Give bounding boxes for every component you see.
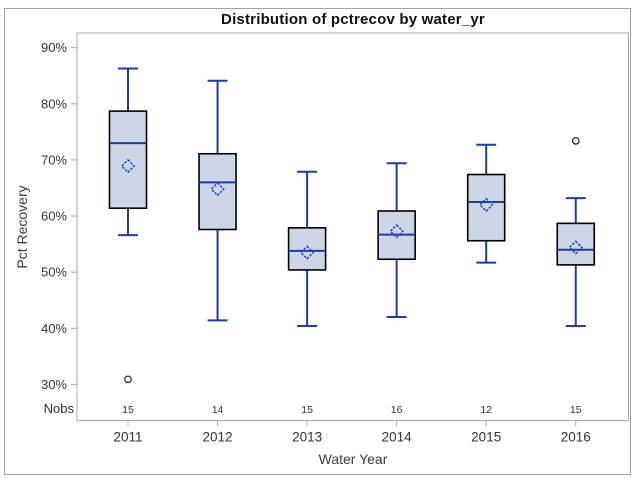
nobs-value: 15 — [301, 404, 313, 416]
nobs-value: 12 — [480, 404, 492, 416]
x-tick-label: 2012 — [203, 430, 233, 445]
x-tick-label: 2011 — [113, 430, 142, 445]
iqr-box — [287, 227, 327, 271]
y-tick-label: 80% — [41, 96, 67, 111]
y-tick-label: 50% — [41, 265, 67, 280]
mean-diamond — [210, 181, 225, 197]
iqr-box — [198, 152, 237, 231]
iqr-box — [556, 222, 596, 266]
mean-diamond — [120, 158, 136, 174]
y-tick-label: 40% — [41, 321, 67, 336]
box-group-2016 — [556, 137, 596, 328]
nobs-row-label: Nobs — [44, 401, 75, 416]
box-group-2011 — [108, 67, 148, 384]
y-tick-label: 90% — [41, 40, 67, 55]
box-group-2013 — [287, 170, 327, 328]
x-tick-label: 2016 — [561, 430, 591, 445]
figure-border — [4, 8, 631, 475]
y-tick-label: 30% — [41, 377, 67, 392]
x-tick-label: 2015 — [471, 430, 501, 445]
iqr-box — [466, 173, 506, 242]
mean-diamond — [568, 240, 584, 255]
mean-diamond — [389, 223, 404, 239]
nobs-value: 15 — [570, 404, 582, 416]
nobs-value: 16 — [391, 404, 403, 416]
box-group-2015 — [466, 143, 506, 264]
x-axis-title: Water Year — [318, 451, 388, 467]
mean-diamond — [299, 245, 315, 260]
x-tick-label: 2013 — [292, 430, 322, 445]
box-group-2012 — [198, 79, 237, 322]
outlier-point — [571, 137, 580, 145]
outlier-point — [124, 375, 132, 384]
box-group-2014 — [377, 162, 416, 319]
chart-title: Distribution of pctrecov by water_yr — [221, 11, 485, 28]
nobs-value: 15 — [122, 404, 134, 416]
mean-diamond — [478, 197, 494, 213]
y-tick-label: 70% — [41, 152, 67, 167]
nobs-value: 14 — [212, 404, 224, 416]
x-tick-label: 2014 — [382, 430, 413, 445]
plot-frame — [76, 32, 629, 421]
y-tick-label: 60% — [41, 209, 67, 224]
